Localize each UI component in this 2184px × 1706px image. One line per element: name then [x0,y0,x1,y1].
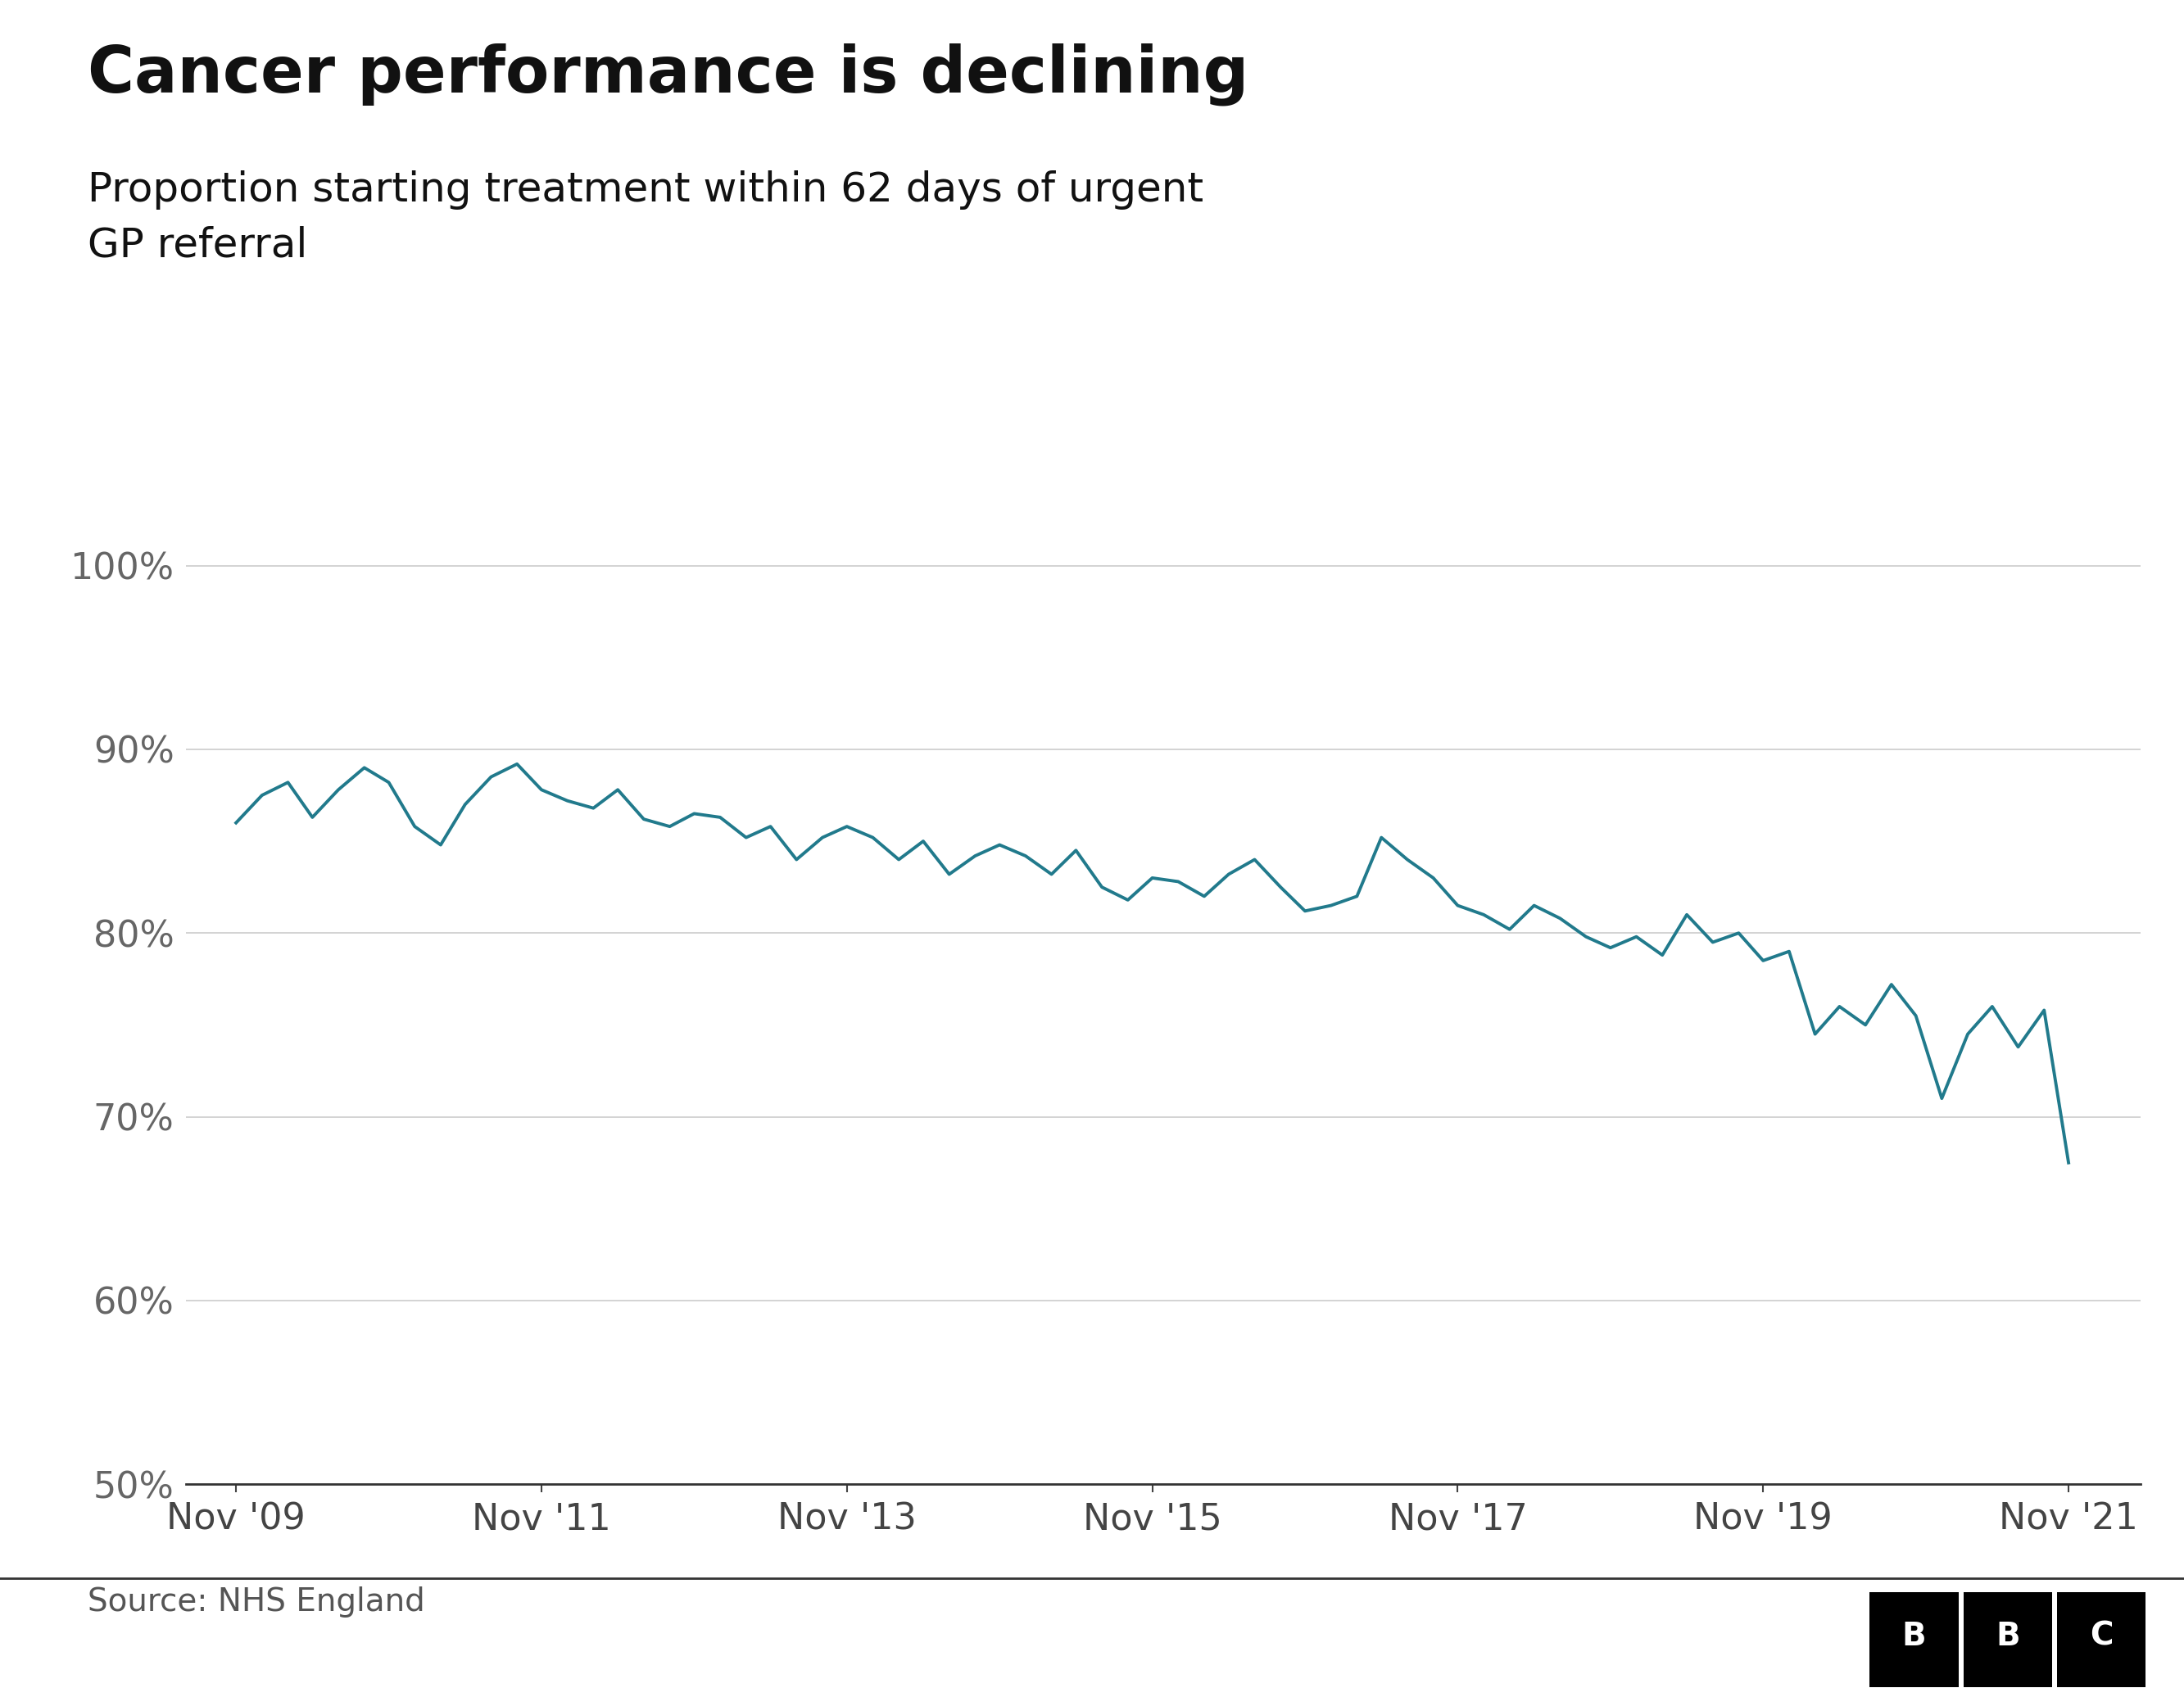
FancyBboxPatch shape [1963,1592,2053,1687]
Text: Source: NHS England: Source: NHS England [87,1587,424,1617]
FancyBboxPatch shape [1870,1592,1959,1687]
FancyBboxPatch shape [2057,1592,2147,1687]
Text: C: C [2090,1621,2112,1651]
Text: Cancer performance is declining: Cancer performance is declining [87,43,1249,106]
Text: B: B [1996,1621,2020,1651]
Text: B: B [1902,1621,1926,1651]
Text: Proportion starting treatment within 62 days of urgent
GP referral: Proportion starting treatment within 62 … [87,171,1203,264]
